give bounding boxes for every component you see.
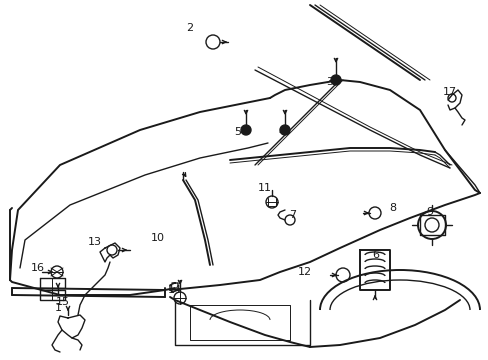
Text: 10: 10 xyxy=(151,233,164,243)
Text: 6: 6 xyxy=(372,250,379,260)
Text: 14: 14 xyxy=(167,285,182,295)
Circle shape xyxy=(280,125,289,135)
Circle shape xyxy=(241,125,250,135)
Text: 3: 3 xyxy=(326,77,333,87)
Text: 12: 12 xyxy=(297,267,311,277)
Text: 5: 5 xyxy=(234,127,241,137)
Text: 9: 9 xyxy=(426,207,433,217)
Text: 13: 13 xyxy=(88,237,102,247)
Text: 1: 1 xyxy=(54,303,61,313)
Text: 4: 4 xyxy=(278,127,285,137)
Text: 7: 7 xyxy=(289,210,296,220)
Text: 8: 8 xyxy=(388,203,396,213)
Text: 15: 15 xyxy=(56,297,70,307)
Text: 17: 17 xyxy=(442,87,456,97)
Text: 11: 11 xyxy=(258,183,271,193)
Text: 2: 2 xyxy=(186,23,193,33)
Circle shape xyxy=(330,75,340,85)
Text: 16: 16 xyxy=(31,263,45,273)
